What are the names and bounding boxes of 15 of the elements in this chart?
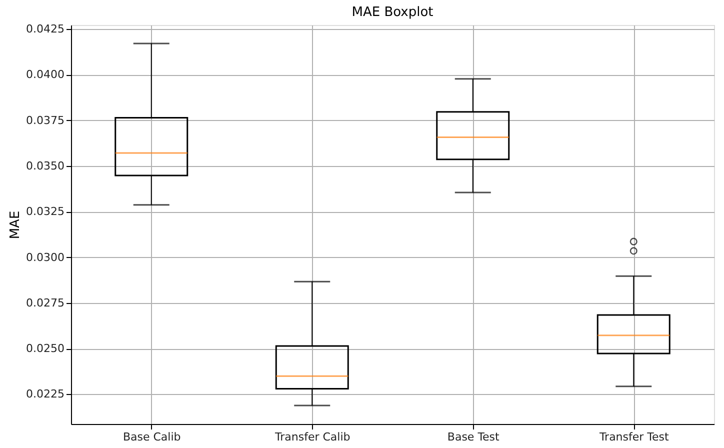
- y-tick-label: 0.0400: [26, 68, 64, 82]
- y-axis-title: MAE: [8, 210, 24, 240]
- y-tick-label: 0.0250: [26, 342, 64, 356]
- x-tick-label: Base Calib: [122, 430, 181, 444]
- x-tick-label: Base Test: [447, 430, 500, 444]
- y-tick-label: 0.0225: [26, 388, 64, 401]
- chart-title: MAE Boxplot: [352, 5, 434, 20]
- x-tick-label: Transfer Calib: [274, 430, 350, 444]
- y-tick-label: 0.0325: [26, 205, 64, 218]
- y-tick-label: 0.0300: [26, 250, 64, 264]
- x-tick-label: Transfer Test: [598, 430, 670, 444]
- y-tick-label: 0.0275: [26, 296, 64, 310]
- y-tick-label: 0.0350: [26, 159, 64, 172]
- y-tick-label: 0.0425: [26, 22, 64, 36]
- y-tick-label: 0.0375: [26, 114, 64, 127]
